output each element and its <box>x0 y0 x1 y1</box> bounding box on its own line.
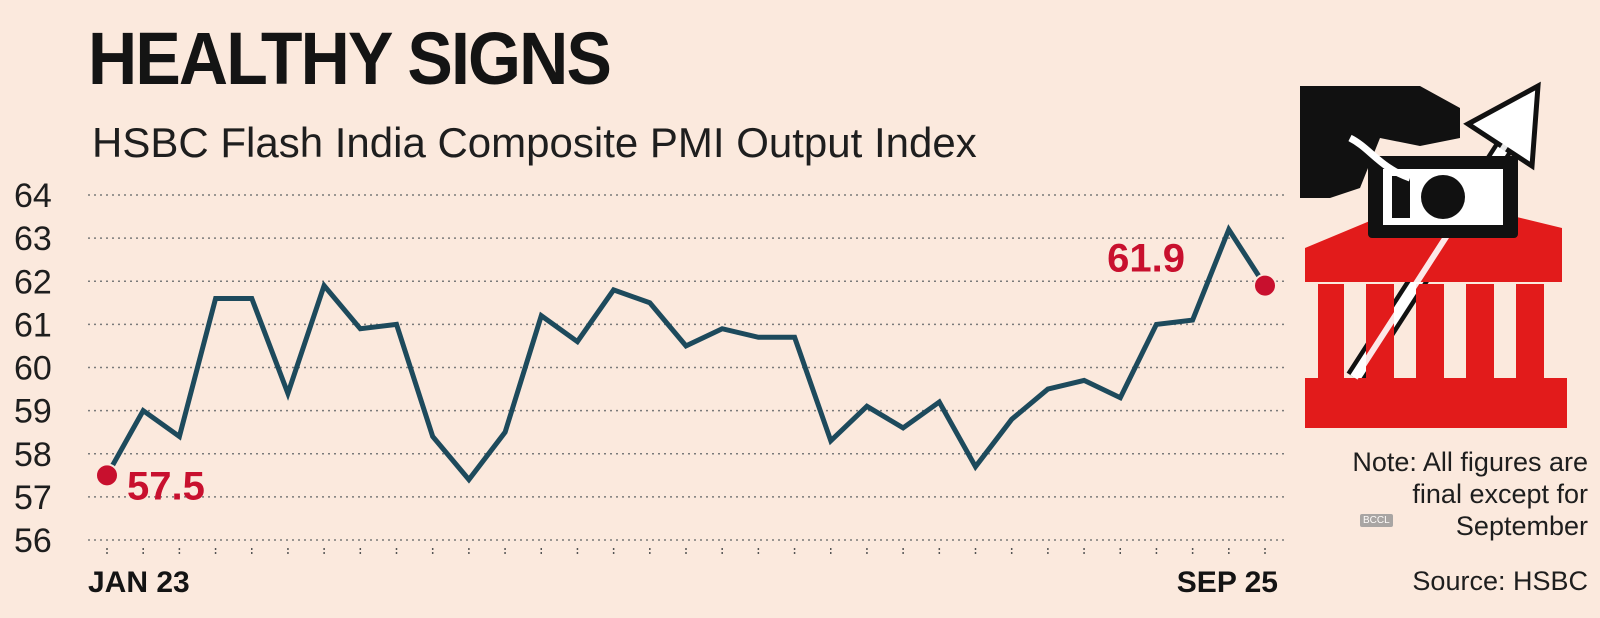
y-tick-label: 64 <box>14 177 52 215</box>
note-text: Note: All figures are final except for S… <box>1352 447 1588 541</box>
source-text: Source: HSBC <box>1412 566 1588 596</box>
grid-lines <box>88 194 1285 541</box>
y-tick-label: 62 <box>14 263 52 301</box>
y-tick-label: 60 <box>14 350 52 388</box>
x-tick-label-start: JAN 23 <box>88 566 190 599</box>
pmi-line-chart: 56 57 58 59 60 61 62 63 64 JAN 23 SEP 25 57.5 61.9 <box>14 177 1285 599</box>
y-axis-ticks: 56 57 58 59 60 61 62 63 64 <box>14 177 52 560</box>
start-value-label: 57.5 <box>127 464 205 508</box>
y-tick-label: 59 <box>14 393 52 431</box>
chart-subtitle: HSBC Flash India Composite PMI Output In… <box>92 119 977 166</box>
bank-money-illustration <box>1300 81 1567 428</box>
x-axis-ticks: JAN 23 SEP 25 <box>88 548 1278 599</box>
x-tick-label-end: SEP 25 <box>1177 566 1278 599</box>
y-tick-label: 58 <box>14 436 52 474</box>
chart-title: HEALTHY SIGNS <box>88 17 612 100</box>
hand-dropping-money-icon <box>1300 86 1518 238</box>
end-value-label: 61.9 <box>1107 237 1185 281</box>
y-tick-label: 56 <box>14 522 52 560</box>
y-tick-label: 57 <box>14 479 52 517</box>
series-line <box>104 224 1268 484</box>
highlight-points: 57.5 61.9 <box>95 237 1277 508</box>
end-point <box>1253 273 1277 298</box>
y-tick-label: 63 <box>14 220 52 258</box>
y-tick-label: 61 <box>14 306 52 344</box>
start-point <box>95 463 119 488</box>
watermark: BCCL <box>1360 514 1393 527</box>
